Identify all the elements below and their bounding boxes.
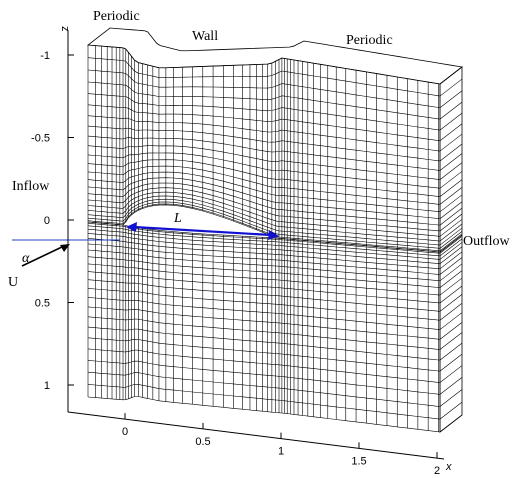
top-face: [88, 28, 462, 84]
tick-label: -0.5: [31, 133, 50, 145]
axis-label: x: [445, 461, 452, 473]
figure: Periodic Wall Periodic Inflow Outflow L …: [0, 0, 525, 478]
tick-label: 1: [278, 446, 284, 458]
boundary-label: Wall: [192, 29, 218, 44]
velocity-label: U: [8, 275, 18, 290]
tick-label: 0: [122, 426, 128, 438]
boundary-label: Periodic: [93, 9, 140, 24]
tick-label: 0.5: [195, 436, 210, 448]
mesh: [88, 28, 462, 432]
tick-label: 2: [434, 465, 440, 477]
tick-label: -1: [40, 50, 50, 62]
boundary-label: Outflow: [463, 234, 511, 249]
mesh-diagram: Periodic Wall Periodic Inflow Outflow L …: [0, 0, 525, 478]
tick-label: 1: [44, 380, 50, 392]
tick-label: 1.5: [351, 455, 366, 467]
tick-label: 0: [44, 215, 50, 227]
boundary-label: Periodic: [346, 33, 393, 48]
boundary-label: Inflow: [12, 179, 50, 194]
length-label: L: [173, 211, 182, 226]
axis-label: z: [59, 26, 71, 32]
tick-label: 0.5: [35, 298, 50, 310]
